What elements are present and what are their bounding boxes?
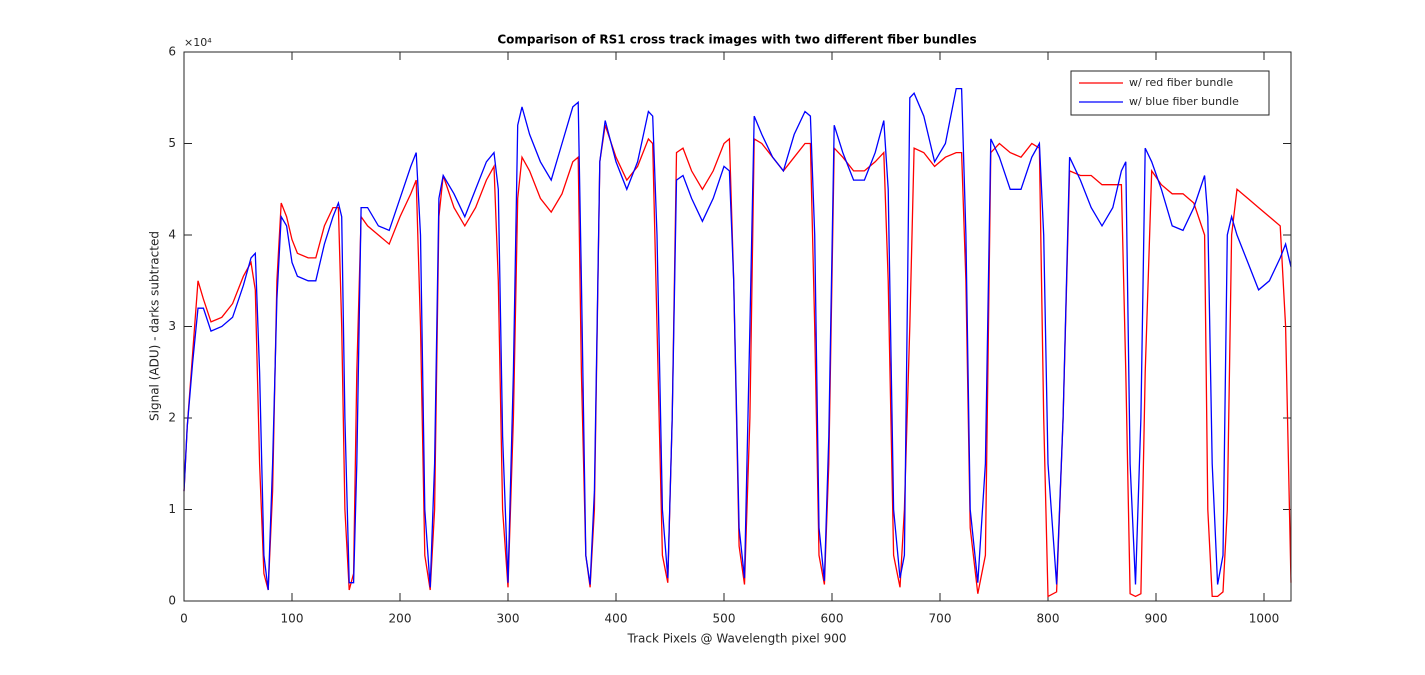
y-tick-label: 2 bbox=[168, 411, 176, 425]
legend-label: w/ red fiber bundle bbox=[1129, 76, 1233, 89]
x-tick-label: 100 bbox=[281, 612, 304, 626]
x-tick-label: 0 bbox=[180, 612, 188, 626]
x-tick-label: 900 bbox=[1145, 612, 1168, 626]
y-tick-label: 3 bbox=[168, 319, 176, 333]
y-axis-label: Signal (ADU) - darks subtracted bbox=[148, 231, 162, 421]
x-tick-label: 200 bbox=[389, 612, 412, 626]
x-tick-label: 600 bbox=[821, 612, 844, 626]
data-line bbox=[183, 87, 1292, 591]
x-tick-label: 700 bbox=[929, 612, 952, 626]
chart-title: Comparison of RS1 cross track images wit… bbox=[497, 33, 976, 47]
x-tick-label: 800 bbox=[1037, 612, 1060, 626]
y-tick-label: 6 bbox=[168, 45, 176, 59]
y-tick-label: 0 bbox=[168, 594, 176, 608]
y-tick-label: 1 bbox=[168, 502, 176, 516]
data-line bbox=[183, 124, 1292, 598]
y-tick-label: 5 bbox=[168, 136, 176, 150]
x-tick-label: 1000 bbox=[1249, 612, 1280, 626]
legend-box bbox=[1070, 70, 1270, 116]
x-tick-label: 500 bbox=[713, 612, 736, 626]
y-multiplier: ×10⁴ bbox=[184, 36, 212, 49]
y-tick-label: 4 bbox=[168, 228, 176, 242]
axes-box bbox=[183, 51, 1292, 602]
legend-label: w/ blue fiber bundle bbox=[1129, 95, 1239, 108]
x-tick-label: 300 bbox=[497, 612, 520, 626]
x-axis-label: Track Pixels @ Wavelength pixel 900 bbox=[627, 632, 847, 646]
x-tick-label: 400 bbox=[605, 612, 628, 626]
